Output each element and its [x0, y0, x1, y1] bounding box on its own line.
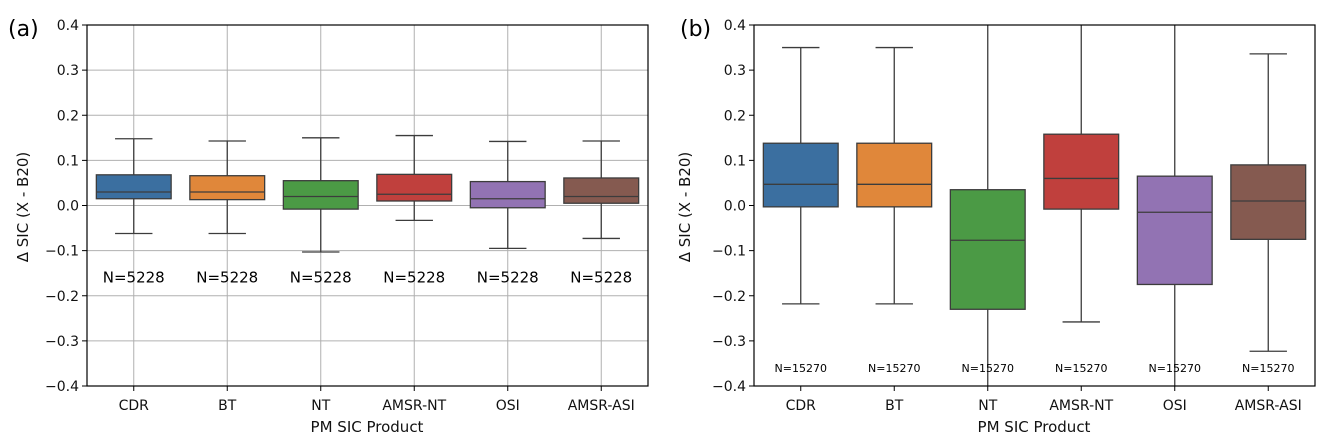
panel-a-n-labels: N=5228 N=5228 N=5228 N=5228 N=5228 N=5228 [103, 269, 632, 287]
box-amsr-asi [1230, 53, 1307, 352]
box-nt [282, 137, 359, 253]
n-label: N=15270 [1055, 362, 1107, 375]
n-label: N=15270 [868, 362, 920, 375]
iqr-box [469, 180, 546, 209]
n-label: N=5228 [196, 269, 258, 287]
panel-b-label: (b) [680, 17, 711, 42]
y-tick-label: 0.1 [724, 153, 746, 169]
x-tick-label: CDR [119, 398, 150, 414]
x-tick-label: BT [218, 398, 237, 414]
panel-a-yticks: −0.4 −0.3 −0.2 −0.1 0.0 0.1 0.2 0.3 0.4 [45, 18, 87, 395]
y-tick-label: −0.3 [45, 334, 79, 350]
y-tick-label: 0.0 [57, 199, 79, 215]
panel-b: (b) Δ SIC (X - B20) PM SIC Product N=152… [676, 17, 1316, 436]
iqr-box [282, 180, 359, 210]
n-label: N=5228 [103, 269, 165, 287]
y-tick-label: 0.2 [57, 108, 79, 124]
box-osi [469, 140, 546, 250]
box-osi [1136, 25, 1213, 386]
panel-a-ylabel: Δ SIC (X - B20) [14, 152, 32, 263]
box-cdr [95, 138, 172, 235]
x-tick-label: AMSR-ASI [1235, 398, 1302, 414]
x-tick-label: CDR [786, 398, 817, 414]
box-amsr-asi [563, 140, 640, 240]
box-amsr-nt [376, 134, 453, 222]
panel-b-ylabel: Δ SIC (X - B20) [676, 152, 694, 263]
y-tick-label: 0.4 [57, 18, 79, 34]
x-tick-label: NT [978, 398, 997, 414]
box-amsr-nt [1043, 25, 1120, 323]
x-tick-label: AMSR-NT [1049, 398, 1113, 414]
y-tick-label: 0.3 [57, 63, 79, 79]
n-label: N=5228 [383, 269, 445, 287]
y-tick-label: 0.0 [724, 199, 746, 215]
x-tick-label: AMSR-ASI [568, 398, 635, 414]
iqr-box [1043, 133, 1120, 210]
iqr-box [1230, 164, 1307, 240]
iqr-box [1136, 175, 1213, 286]
y-tick-label: −0.2 [712, 289, 746, 305]
y-tick-label: −0.1 [45, 244, 79, 260]
panel-b-yticks: −0.4 −0.3 −0.2 −0.1 0.0 0.1 0.2 0.3 0.4 [712, 18, 754, 395]
box-bt [189, 140, 266, 235]
panel-a: (a) Δ SIC (X - B20) PM SIC Product N=522… [8, 17, 649, 436]
x-tick-label: OSI [496, 398, 520, 414]
panel-a-xlabel: PM SIC Product [311, 418, 424, 436]
iqr-box [563, 177, 640, 204]
n-label: N=15270 [962, 362, 1014, 375]
y-tick-label: 0.3 [724, 63, 746, 79]
n-label: N=15270 [1242, 362, 1294, 375]
n-label: N=15270 [775, 362, 827, 375]
y-tick-label: −0.4 [45, 379, 79, 395]
x-tick-label: AMSR-NT [382, 398, 446, 414]
y-tick-label: −0.2 [45, 289, 79, 305]
iqr-box [762, 142, 839, 208]
panel-b-boxes [762, 25, 1307, 386]
panel-b-xticks: CDR BT NT AMSR-NT OSI AMSR-ASI [786, 386, 1302, 414]
x-tick-label: NT [311, 398, 330, 414]
box-nt [949, 25, 1026, 386]
iqr-box [856, 142, 933, 208]
box-cdr [762, 46, 839, 305]
panel-b-n-labels: N=15270 N=15270 N=15270 N=15270 N=15270 N=152… [775, 362, 1295, 375]
n-label: N=15270 [1149, 362, 1201, 375]
n-label: N=5228 [477, 269, 539, 287]
box-bt [856, 46, 933, 305]
y-tick-label: −0.4 [712, 379, 746, 395]
y-tick-label: 0.4 [724, 18, 746, 34]
iqr-box [189, 175, 266, 201]
n-label: N=5228 [570, 269, 632, 287]
panel-a-xticks: CDR BT NT AMSR-NT OSI AMSR-ASI [119, 386, 635, 414]
y-tick-label: 0.2 [724, 108, 746, 124]
x-tick-label: OSI [1163, 398, 1187, 414]
y-tick-label: −0.3 [712, 334, 746, 350]
n-label: N=5228 [290, 269, 352, 287]
panel-b-xlabel: PM SIC Product [978, 418, 1091, 436]
panel-a-label: (a) [8, 17, 39, 42]
panel-a-grid [87, 24, 648, 387]
iqr-box [95, 174, 172, 200]
panel-a-boxes [95, 134, 640, 253]
iqr-box [376, 173, 453, 202]
iqr-box [949, 189, 1026, 310]
y-tick-label: −0.1 [712, 244, 746, 260]
y-tick-label: 0.1 [57, 153, 79, 169]
x-tick-label: BT [885, 398, 904, 414]
